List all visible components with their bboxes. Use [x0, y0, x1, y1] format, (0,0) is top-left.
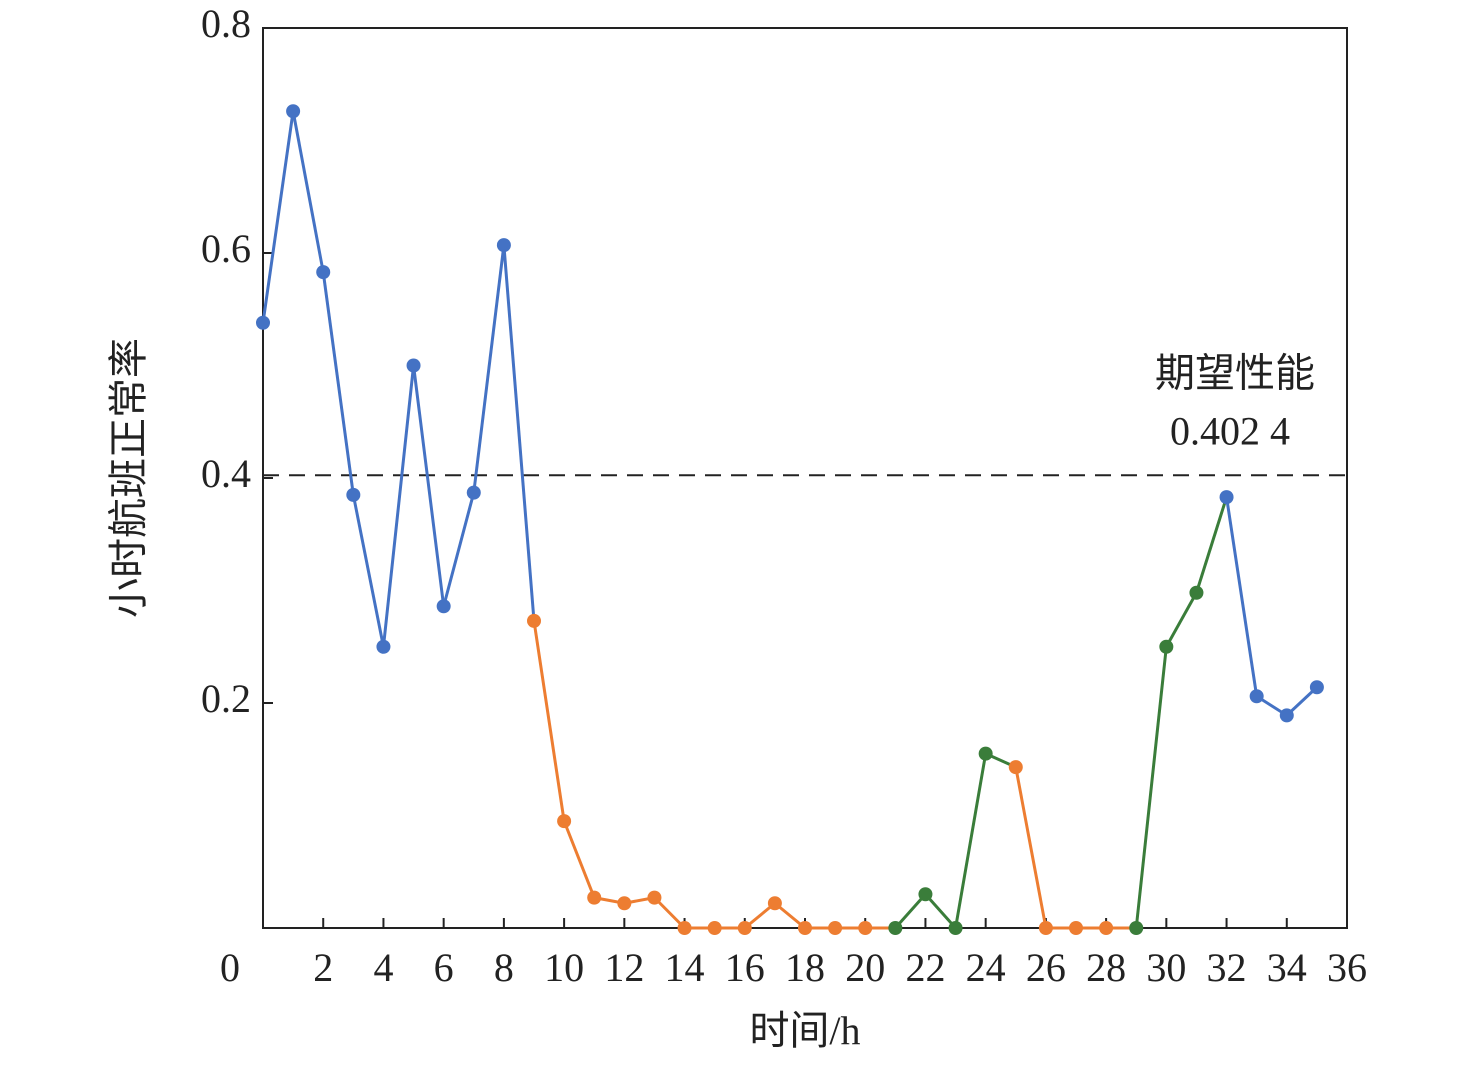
- data-point: [707, 921, 722, 935]
- x-tick-label: 34: [1267, 945, 1307, 990]
- x-tick-label: 30: [1146, 945, 1186, 990]
- x-tick-label: 18: [785, 945, 825, 990]
- data-point: [888, 921, 903, 935]
- x-tick-label: 12: [604, 945, 644, 990]
- y-tick-label: 0.2: [201, 676, 251, 721]
- line-segment: [472, 244, 506, 493]
- data-point: [1189, 585, 1204, 600]
- line-segment: [1165, 592, 1198, 648]
- data-point: [737, 921, 752, 935]
- line-segment: [412, 365, 446, 607]
- data-point: [918, 887, 933, 902]
- data-point: [1219, 490, 1234, 505]
- data-point: [767, 896, 782, 911]
- line-segment: [291, 110, 325, 273]
- plot-frame: [262, 27, 1348, 929]
- line-segment: [351, 494, 385, 648]
- x-tick-label: 6: [434, 945, 454, 990]
- data-point: [948, 921, 963, 935]
- data-point: [466, 485, 481, 500]
- data-point: [376, 639, 391, 654]
- line-segment: [442, 492, 476, 607]
- data-point: [1099, 921, 1114, 935]
- data-point: [1129, 921, 1144, 935]
- line-segment: [894, 893, 927, 929]
- y-tick-label: 0.6: [201, 226, 251, 271]
- x-tick-label: 10: [544, 945, 584, 990]
- data-point: [798, 921, 812, 935]
- line-segment: [321, 271, 355, 496]
- x-tick-label: 28: [1086, 945, 1126, 990]
- line-segment: [954, 753, 988, 929]
- x-tick-label: 16: [725, 945, 765, 990]
- line-segment: [924, 893, 957, 929]
- x-tick-label: 2: [313, 945, 333, 990]
- data-point: [1309, 680, 1324, 695]
- y-tick-label: 0.4: [201, 451, 251, 496]
- line-segment: [532, 620, 566, 822]
- data-point: [1038, 921, 1053, 935]
- line-segment: [261, 111, 295, 323]
- data-point: [587, 890, 602, 905]
- data-point: [1069, 921, 1083, 935]
- data-point: [1279, 708, 1294, 723]
- x-tick-label: 0: [220, 945, 240, 990]
- data-point: [316, 265, 331, 280]
- data-point: [527, 613, 541, 628]
- data-point: [406, 358, 421, 373]
- data-point: [436, 599, 451, 614]
- x-tick-label: 32: [1207, 945, 1247, 990]
- line-segment: [1014, 766, 1048, 929]
- y-axis-label: 小时航班正常率: [106, 338, 151, 618]
- data-point: [496, 238, 511, 253]
- y-tick-label: 0.8: [201, 1, 251, 46]
- data-point: [1008, 760, 1023, 775]
- line-segment: [1195, 496, 1228, 594]
- x-tick-label: 22: [905, 945, 945, 990]
- data-point: [557, 814, 572, 829]
- data-point: [647, 890, 662, 905]
- x-tick-label: 26: [1026, 945, 1066, 990]
- line-segment: [562, 820, 596, 899]
- data-point: [1249, 689, 1264, 704]
- x-tick-label: 14: [665, 945, 705, 990]
- data-point: [617, 896, 632, 911]
- x-tick-label: 8: [494, 945, 514, 990]
- data-point: [677, 921, 692, 935]
- x-axis-label: 时间/h: [749, 1008, 860, 1053]
- line-segment: [653, 896, 686, 930]
- line-segment: [502, 245, 536, 621]
- x-tick-label: 20: [845, 945, 885, 990]
- data-point: [858, 921, 873, 935]
- data-point: [256, 315, 270, 330]
- x-tick-label: 24: [966, 945, 1006, 990]
- data-point: [828, 921, 843, 935]
- reference-text: 期望性能: [1155, 350, 1315, 395]
- data-point: [978, 746, 993, 761]
- reference-label: 0.402 4: [1170, 408, 1290, 453]
- line-segment: [1225, 496, 1259, 697]
- data-point: [286, 104, 301, 119]
- data-point: [346, 487, 361, 502]
- x-tick-label: 36: [1327, 945, 1367, 990]
- line-segment: [381, 365, 416, 647]
- data-point: [1159, 639, 1174, 654]
- x-tick-label: 4: [373, 945, 393, 990]
- line-segment: [1134, 646, 1168, 929]
